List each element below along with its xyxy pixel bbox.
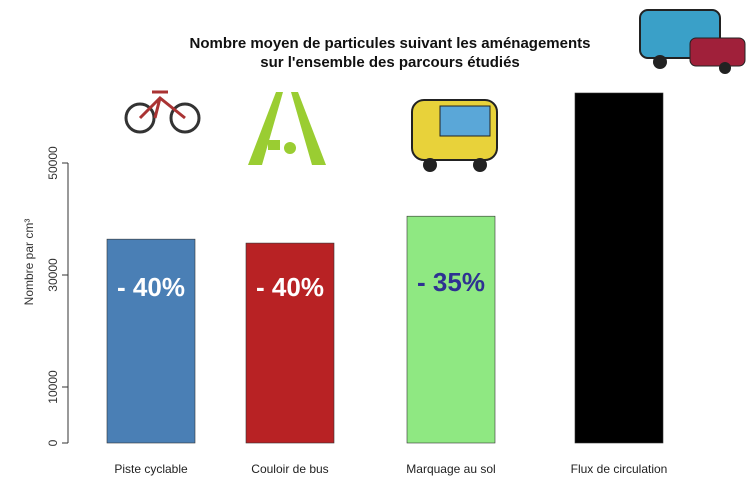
traffic-icon — [640, 10, 745, 74]
annotation: - 40% — [117, 272, 185, 302]
y-tick-label: 0 — [46, 439, 60, 446]
bar — [107, 239, 195, 443]
y-tick-label: 50000 — [46, 146, 60, 180]
bike-icon — [126, 92, 199, 132]
chart-title: sur l'ensemble des parcours étudiés — [260, 54, 520, 71]
annotation: - 35% — [417, 267, 485, 297]
bar — [407, 216, 495, 443]
bus-icon — [412, 100, 497, 172]
chart: Nombre moyen de particules suivant les a… — [0, 0, 755, 482]
x-tick-label: Flux de circulation — [571, 462, 668, 476]
bar — [575, 93, 663, 443]
chart-title: Nombre moyen de particules suivant les a… — [190, 35, 591, 52]
x-tick-label: Couloir de bus — [251, 462, 328, 476]
x-tick-label: Marquage au sol — [406, 462, 495, 476]
y-tick-label: 10000 — [46, 370, 60, 404]
x-tick-label: Piste cyclable — [114, 462, 188, 476]
annotation: - 40% — [256, 272, 324, 302]
y-axis-label: Nombre par cm³ — [22, 219, 36, 306]
lane-icon — [248, 92, 326, 165]
y-tick-label: 30000 — [46, 258, 60, 292]
